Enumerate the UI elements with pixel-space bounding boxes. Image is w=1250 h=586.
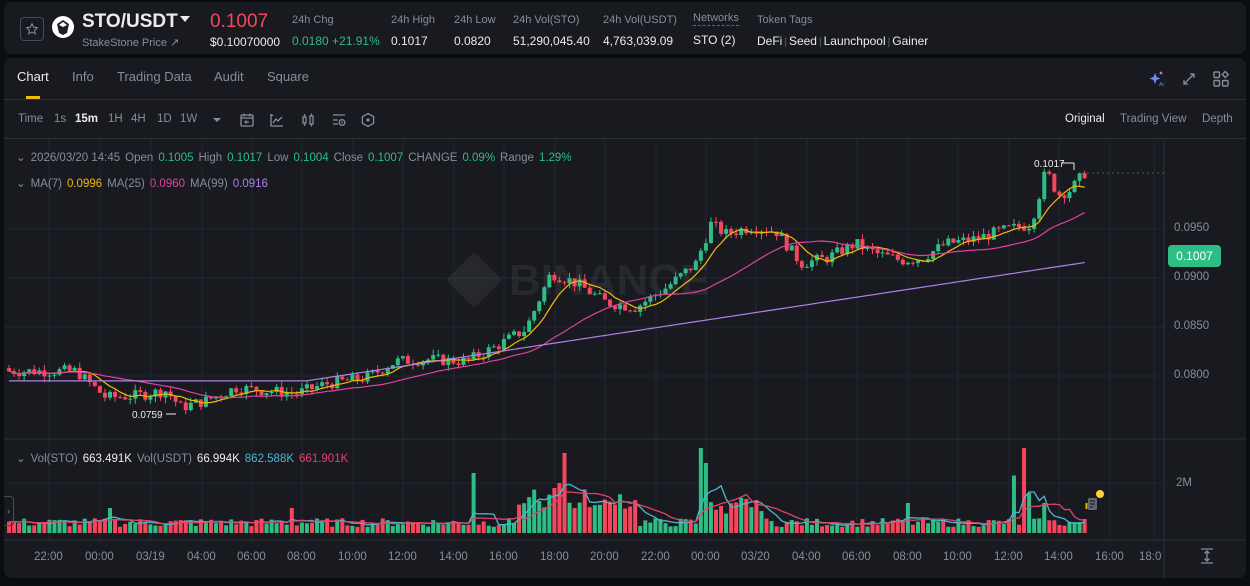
token-logo xyxy=(52,16,74,38)
candlestick-chart[interactable]: BINANCE 0.1017 0.0759 xyxy=(4,140,1246,578)
x-tick: 08:00 xyxy=(893,551,922,563)
x-tick: 14:00 xyxy=(1044,551,1073,563)
price-chart[interactable]: BINANCE 0.1017 0.0759 ⌄ 2026/03/20 14:45 Ope… xyxy=(4,140,1246,578)
x-tick: 08:00 xyxy=(287,551,316,563)
chart-settings-icon[interactable] xyxy=(330,111,348,129)
date-range-icon[interactable] xyxy=(238,111,256,129)
star-icon xyxy=(25,22,39,35)
view-original[interactable]: Original xyxy=(1065,113,1105,125)
tab-info[interactable]: Info xyxy=(72,69,94,84)
vol-tick: 2M xyxy=(1176,477,1192,489)
tab-square[interactable]: Square xyxy=(267,69,309,84)
x-tick: 04:00 xyxy=(792,551,821,563)
y-tick: 0.0900 xyxy=(1174,271,1210,283)
x-tick: 04:00 xyxy=(187,551,216,563)
token-price-link[interactable]: StakeStone Price ↗ xyxy=(82,37,180,49)
news-notification-icon[interactable] xyxy=(1084,490,1104,512)
tab-trading-data[interactable]: Trading Data xyxy=(117,69,192,84)
stat-24h-vol-usdt: 24h Vol(USDT) 4,763,039.09 xyxy=(603,14,677,48)
timeframe-1s[interactable]: 1s xyxy=(54,113,67,125)
auto-scale-icon[interactable] xyxy=(1200,548,1214,569)
x-tick: 18:00 xyxy=(540,551,569,563)
collapse-chevron-icon[interactable]: ⌄ xyxy=(16,152,26,164)
view-trading-view[interactable]: Trading View xyxy=(1120,113,1187,125)
tag-defi[interactable]: DeFi xyxy=(757,34,783,48)
x-tick: 18:0 xyxy=(1139,551,1162,563)
svg-text:0.1017: 0.1017 xyxy=(1034,159,1065,170)
x-tick: 10:00 xyxy=(338,551,367,563)
collapse-chevron-icon[interactable]: ⌄ xyxy=(16,453,26,465)
ohlc-legend: ⌄ 2026/03/20 14:45 Open 0.1005 High 0.1017 Low… xyxy=(16,152,572,164)
layout-grid-icon[interactable] xyxy=(1212,70,1230,88)
stat-networks[interactable]: Networks STO (2) xyxy=(693,12,739,47)
tag-seed[interactable]: Seed xyxy=(788,34,817,48)
timeframe-more-dropdown-icon[interactable] xyxy=(208,111,226,129)
symbol-title[interactable]: STO/USDT xyxy=(82,11,178,32)
x-tick: 16:00 xyxy=(489,551,518,563)
x-tick: 22:00 xyxy=(641,551,670,563)
timeframe-time[interactable]: Time xyxy=(18,113,44,125)
view-depth[interactable]: Depth xyxy=(1202,113,1233,125)
stat-24h-high: 24h High 0.1017 xyxy=(391,14,436,48)
current-price-tag: 0.1007 xyxy=(1168,245,1221,267)
timeframe-4h[interactable]: 4H xyxy=(131,113,146,125)
timeframe-1w[interactable]: 1W xyxy=(180,113,198,125)
svg-text:AI: AI xyxy=(1159,82,1164,88)
x-tick: 00:00 xyxy=(691,551,720,563)
tag-launchpool[interactable]: Launchpool xyxy=(823,34,886,48)
stat-24h-change: 24h Chg 0.0180 +21.91% xyxy=(292,14,380,48)
active-tab-indicator xyxy=(26,96,40,99)
y-tick: 0.0950 xyxy=(1174,222,1210,234)
indicator-chart-icon[interactable] xyxy=(268,111,286,129)
symbol-dropdown-icon[interactable] xyxy=(180,16,190,22)
chart-tabs: Chart Info Trading Data Audit Square AI xyxy=(4,58,1246,100)
ticker-header: STO/USDT StakeStone Price ↗ 0.1007 $0.10… xyxy=(4,2,1246,54)
collapse-chevron-icon[interactable]: ⌄ xyxy=(16,178,26,190)
tab-audit[interactable]: Audit xyxy=(214,69,244,84)
volume-legend: ⌄ Vol(STO) 663.491K Vol(USDT) 66.994K 862.588… xyxy=(16,453,349,465)
hexagon-settings-icon[interactable] xyxy=(359,111,377,129)
x-tick: 06:00 xyxy=(237,551,266,563)
stat-24h-vol-sto: 24h Vol(STO) 51,290,045.40 xyxy=(513,14,590,48)
x-tick: 03/20 xyxy=(741,551,770,563)
expand-icon[interactable] xyxy=(1180,70,1198,88)
last-price: 0.1007 xyxy=(210,11,269,32)
svg-text:0.0759: 0.0759 xyxy=(132,410,163,421)
x-tick: 14:00 xyxy=(439,551,468,563)
token-tags: Token Tags DeFi | Seed | Launchpool | Gainer xyxy=(757,14,929,48)
side-panel-toggle[interactable]: › xyxy=(4,496,14,526)
timeframe-1h[interactable]: 1H xyxy=(108,113,123,125)
x-tick: 12:00 xyxy=(388,551,417,563)
x-tick: 03/19 xyxy=(136,551,165,563)
x-tick: 16:00 xyxy=(1095,551,1124,563)
timeframe-1d[interactable]: 1D xyxy=(157,113,172,125)
x-tick: 22:00 xyxy=(34,551,63,563)
stat-24h-low: 24h Low 0.0820 xyxy=(454,14,496,48)
candle-type-icon[interactable] xyxy=(299,111,317,129)
y-tick: 0.0850 xyxy=(1174,320,1210,332)
x-tick: 20:00 xyxy=(590,551,619,563)
chart-panel: Chart Info Trading Data Audit Square AI … xyxy=(4,58,1246,578)
x-tick: 00:00 xyxy=(85,551,114,563)
x-tick: 12:00 xyxy=(994,551,1023,563)
x-tick: 06:00 xyxy=(842,551,871,563)
y-tick: 0.0800 xyxy=(1174,369,1210,381)
stakestone-logo-icon xyxy=(53,17,73,37)
tab-chart[interactable]: Chart xyxy=(17,69,49,84)
x-tick: 10:00 xyxy=(943,551,972,563)
ai-sparkle-icon[interactable]: AI xyxy=(1148,70,1166,88)
ma-legend: ⌄ MA(7) 0.0996 MA(25) 0.0960 MA(99) 0.0916 xyxy=(16,178,268,190)
timeframe-15m[interactable]: 15m xyxy=(75,113,99,125)
usd-price: $0.10070000 xyxy=(210,35,281,49)
chart-toolbar: Time 1s 15m 1H 4H 1D 1W Original Trading… xyxy=(4,101,1246,139)
favorite-button[interactable] xyxy=(20,17,44,41)
svg-text:BINANCE: BINANCE xyxy=(509,256,709,305)
tag-gainer[interactable]: Gainer xyxy=(892,34,929,48)
